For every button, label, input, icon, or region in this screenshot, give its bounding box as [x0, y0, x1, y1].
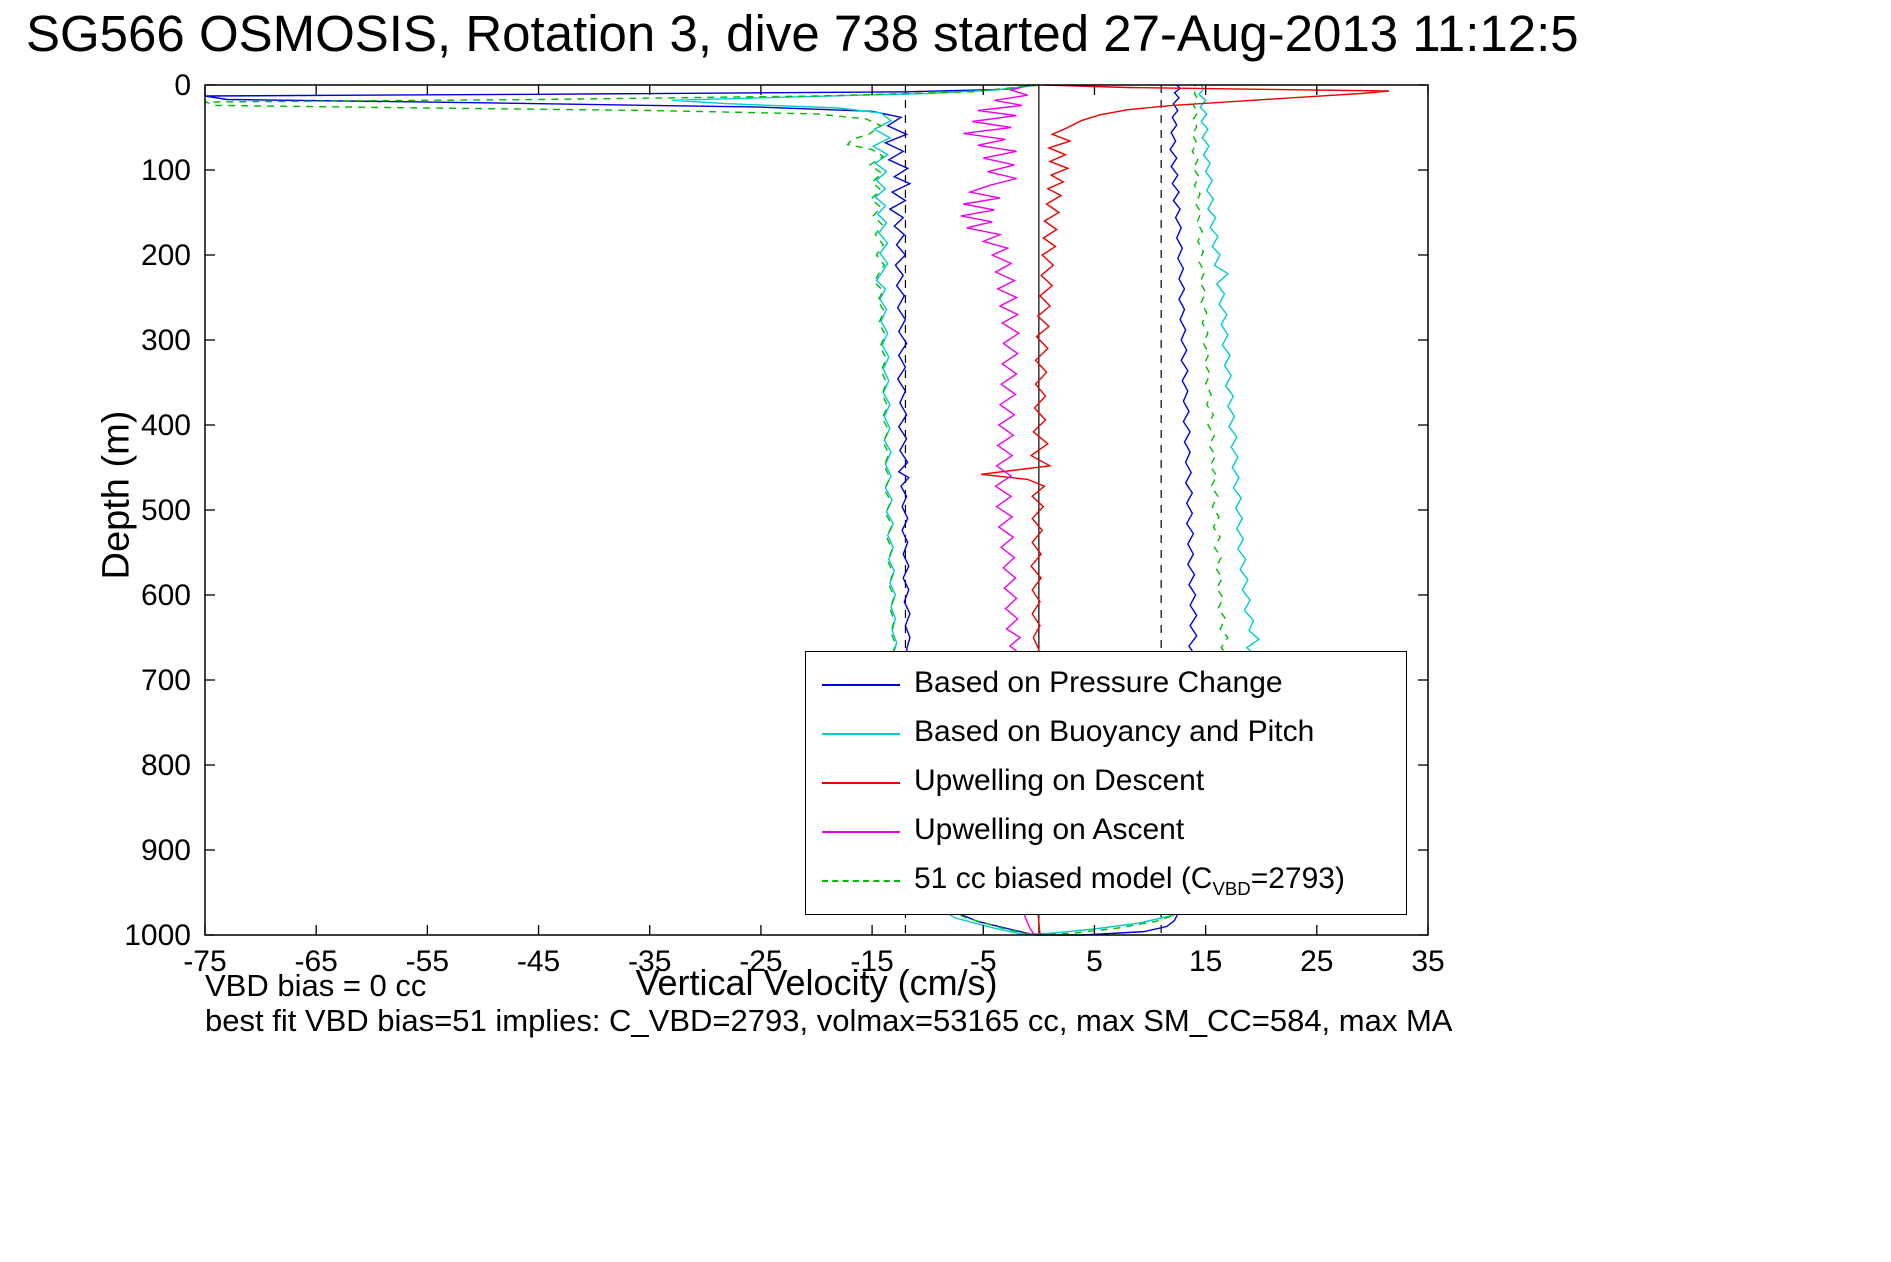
x-tick-label: -75 [183, 945, 226, 978]
vbd-bias-annotation: VBD bias = 0 cc [205, 968, 427, 1003]
x-tick-label: 25 [1300, 945, 1333, 978]
legend: Based on Pressure Change Based on Buoyan… [805, 651, 1407, 915]
legend-line-sample [822, 683, 900, 686]
legend-item-label: Upwelling on Ascent [914, 813, 1185, 847]
legend-item-label: 51 cc biased model (CVBD=2793) [914, 862, 1345, 900]
y-tick-label: 100 [141, 154, 191, 187]
y-tick-label: 600 [141, 579, 191, 612]
legend-item-biased-model: 51 cc biased model (CVBD=2793) [806, 862, 1406, 900]
legend-item-label: Upwelling on Descent [914, 763, 1205, 797]
legend-item-label: Based on Buoyancy and Pitch [914, 714, 1315, 748]
y-axis-label: Depth (m) [95, 410, 138, 580]
legend-item-label: Based on Pressure Change [914, 665, 1283, 699]
legend-item-upwelling-descent: Upwelling on Descent [806, 764, 1406, 802]
x-tick-label: -25 [739, 945, 782, 978]
y-tick-label: 500 [141, 494, 191, 527]
legend-item-buoyancy-pitch: Based on Buoyancy and Pitch [806, 715, 1406, 753]
y-tick-label: 200 [141, 239, 191, 272]
legend-line-sample [822, 831, 900, 834]
y-tick-label: 700 [141, 664, 191, 697]
x-tick-label: -55 [406, 945, 449, 978]
legend-item-upwelling-ascent: Upwelling on Ascent [806, 813, 1406, 851]
legend-line-sample [822, 732, 900, 735]
best-fit-annotation: best fit VBD bias=51 implies: C_VBD=2793… [205, 1003, 1453, 1038]
y-tick-label: 400 [141, 409, 191, 442]
y-tick-label: 300 [141, 324, 191, 357]
legend-item-pressure-change: Based on Pressure Change [806, 666, 1406, 704]
x-axis-label: Vertical Velocity (cm/s) [635, 962, 998, 1003]
y-tick-label: 1000 [124, 919, 191, 952]
y-tick-label: 800 [141, 749, 191, 782]
x-tick-label: -35 [628, 945, 671, 978]
series-based-on-pressure-change [204, 84, 1198, 936]
y-tick-label: 900 [141, 834, 191, 867]
legend-line-sample [822, 781, 900, 784]
x-tick-label: -45 [517, 945, 560, 978]
x-tick-label: -65 [295, 945, 338, 978]
y-tick-label: 0 [174, 69, 191, 102]
x-tick-label: 35 [1411, 945, 1444, 978]
x-tick-label: -5 [970, 945, 997, 978]
x-tick-label: -15 [850, 945, 893, 978]
legend-line-sample [822, 880, 900, 883]
chart-title: SG566 OSMOSIS, Rotation 3, dive 738 star… [26, 5, 1579, 62]
x-tick-label: 5 [1086, 945, 1103, 978]
series-51-cc-biased-model-c-vbd-2793- [204, 84, 1231, 936]
x-tick-label: 15 [1189, 945, 1222, 978]
